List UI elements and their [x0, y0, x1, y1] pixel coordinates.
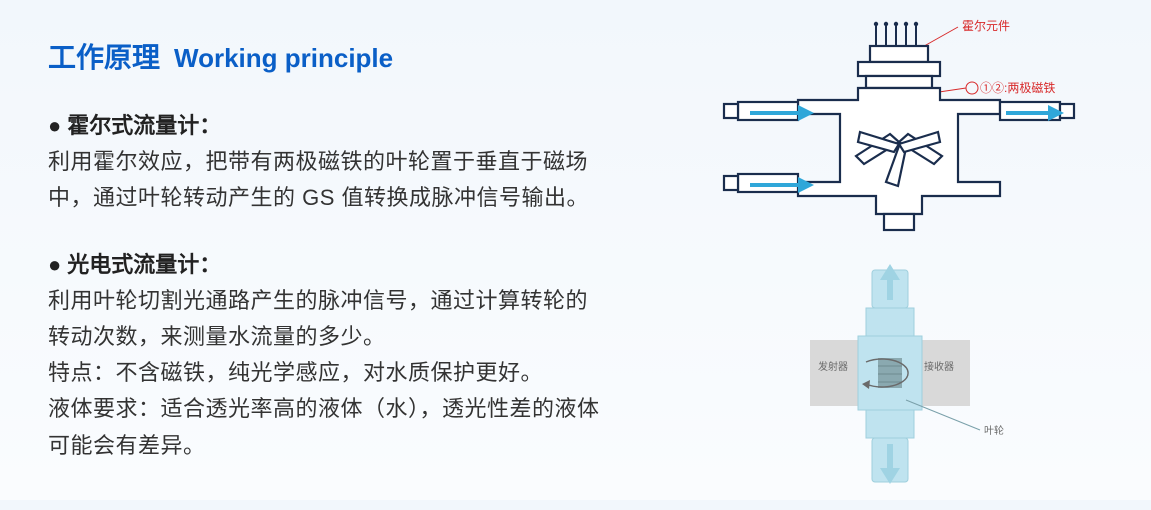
label-hall-element: 霍尔元件 [962, 18, 1010, 33]
section-photo: ●光电式流量计： 利用叶轮切割光通路产生的脉冲信号，通过计算转轮的转动次数，来测… [48, 247, 608, 464]
bullet-icon: ● [48, 252, 61, 277]
section-heading: ●霍尔式流量计： [48, 108, 608, 140]
label-impeller: 叶轮 [984, 424, 1004, 437]
connector-pins [870, 22, 928, 62]
diagram-photo: 发射器 接收器 叶轮 [680, 262, 1120, 492]
label-receiver: 接收器 [924, 360, 954, 373]
section-body: 利用叶轮切割光通路产生的脉冲信号，通过计算转轮的转动次数，来测量水流量的多少。 … [48, 283, 608, 464]
label-emitter: 发射器 [818, 360, 848, 373]
section-hall: ●霍尔式流量计： 利用霍尔效应，把带有两极磁铁的叶轮置于垂直于磁场中，通过叶轮转… [48, 108, 608, 217]
heading-text: 光电式流量计： [67, 252, 221, 277]
section-body: 利用霍尔效应，把带有两极磁铁的叶轮置于垂直于磁场中，通过叶轮转动产生的 GS 值… [48, 144, 608, 217]
heading-text: 霍尔式流量计： [67, 113, 221, 138]
title-cn: 工作原理 [48, 36, 160, 76]
section-heading: ●光电式流量计： [48, 247, 608, 279]
page-title: 工作原理 Working principle [48, 36, 608, 76]
label-magnet: ①②:两极磁铁 [980, 80, 1055, 95]
title-en: Working principle [174, 43, 393, 74]
bullet-icon: ● [48, 113, 61, 138]
diagram-hall: 霍尔元件 ①②:两极磁铁 [680, 14, 1120, 244]
